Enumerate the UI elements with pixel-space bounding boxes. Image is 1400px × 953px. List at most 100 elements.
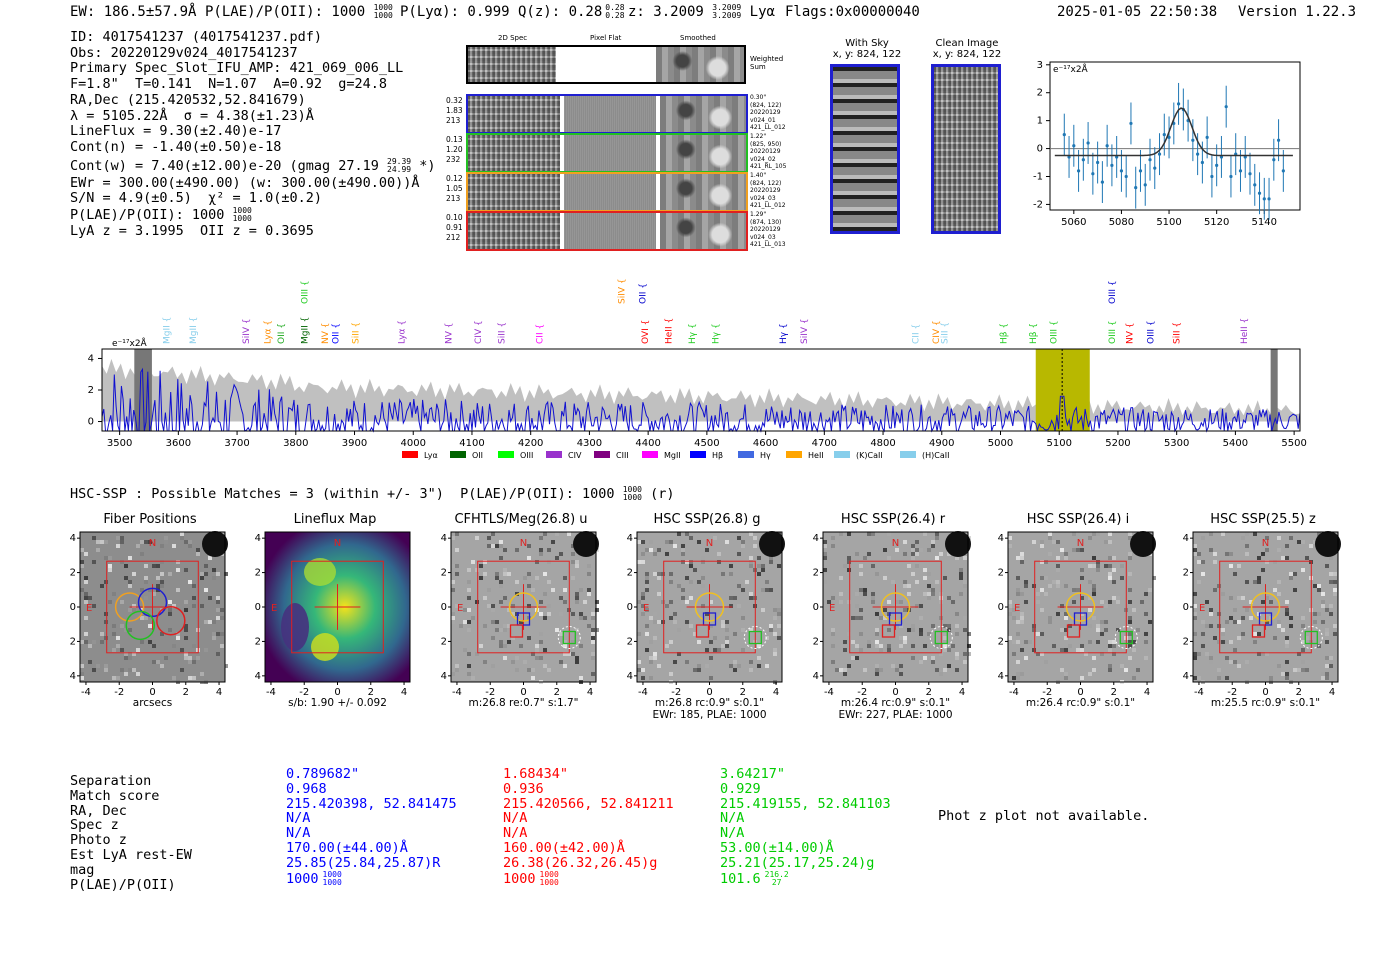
panel-xtick-label: -4	[1009, 687, 1019, 698]
cutout-pixel	[1325, 664, 1329, 668]
fiber-2d-spec	[468, 213, 560, 249]
cutout-pixel	[1128, 556, 1132, 560]
cutout-pixel	[216, 600, 220, 604]
cutout-pixel	[657, 548, 661, 552]
cutout-pixel	[116, 536, 120, 540]
cutout-pixel	[1193, 656, 1197, 660]
cutout-pixel	[515, 668, 519, 672]
cutout-pixel	[80, 672, 84, 676]
cutout-pixel	[737, 584, 741, 588]
match-column: 3.64217" 0.929 215.419155, 52.841103 N/A N/A…	[720, 767, 891, 891]
cutout-pixel	[1064, 676, 1068, 680]
east-label: E	[829, 603, 835, 614]
cutout-pixel	[1201, 560, 1205, 564]
cutout-pixel	[931, 544, 935, 548]
cutout-pixel	[100, 632, 104, 636]
cutout-pixel	[1229, 660, 1233, 664]
cutout-pixel	[1104, 620, 1108, 624]
panel-xtick-label: -4	[266, 687, 276, 698]
cutout-pixel	[156, 660, 160, 664]
east-label: E	[457, 603, 463, 614]
cutout-pixel	[200, 576, 204, 580]
cutout-pixel	[1120, 564, 1124, 568]
panel-title: HSC SSP(26.4) r	[840, 512, 946, 527]
cutout-pixel	[749, 560, 753, 564]
cutout-pixel	[491, 664, 495, 668]
cutout-pixel	[140, 552, 144, 556]
fit-point	[1157, 152, 1162, 156]
cutout-pixel	[749, 532, 753, 536]
cutout-pixel	[823, 556, 827, 560]
legend-swatch	[498, 451, 514, 458]
clean-image	[931, 64, 1001, 234]
fit-point	[1215, 163, 1219, 167]
cutout-pixel	[527, 604, 531, 608]
cutout-pixel	[1100, 600, 1104, 604]
emission-line-label: OVI {	[641, 320, 651, 344]
cutout-pixel	[172, 644, 176, 648]
fiber-stat: 232	[446, 155, 461, 164]
cutout-pixel	[927, 572, 931, 576]
cutout-pixel	[879, 644, 883, 648]
fiber-2d-spec	[468, 135, 560, 171]
cutout-pixel	[112, 676, 116, 680]
cutout-pixel	[539, 632, 543, 636]
fit-point	[1105, 144, 1109, 148]
cutout-pixel	[1277, 620, 1281, 624]
cutout-pixel	[1301, 616, 1305, 620]
cutout-pixel	[757, 556, 761, 560]
cutout-pixel	[128, 608, 132, 612]
cutout-pixel	[725, 640, 729, 644]
cutout-pixel	[543, 664, 547, 668]
cutout-pixel	[579, 644, 583, 648]
cutout-pixel	[1321, 604, 1325, 608]
cutout-pixel	[455, 664, 459, 668]
cutout-pixel	[475, 568, 479, 572]
cutout-pixel	[1064, 628, 1068, 632]
cutout-pixel	[765, 580, 769, 584]
cutout-pixel	[855, 656, 859, 660]
cutout-pixel	[587, 624, 591, 628]
cutout-pixel	[1128, 536, 1132, 540]
cutout-pixel	[773, 616, 777, 620]
cutout-pixel	[769, 560, 773, 564]
cutout-pixel	[523, 616, 527, 620]
cutout-pixel	[887, 556, 891, 560]
cutout-pixel	[697, 540, 701, 544]
cutout-pixel	[120, 648, 124, 652]
catalog-circle	[743, 626, 767, 650]
cutout-pixel	[84, 576, 88, 580]
cutout-pixel	[200, 604, 204, 608]
cutout-pixel	[831, 632, 835, 636]
cutout-pixel	[907, 628, 911, 632]
cutout-pixel	[931, 660, 935, 664]
cutout-pixel	[1205, 652, 1209, 656]
match-plae-sub: 1000	[322, 877, 342, 887]
panel-xtick-label: -4	[452, 687, 462, 698]
cutout-pixel	[1265, 596, 1269, 600]
cutout-pixel	[491, 544, 495, 548]
cutout-pixel	[827, 656, 831, 660]
cutout-pixel	[943, 576, 947, 580]
cutout-pixel	[967, 652, 971, 656]
fit-point	[1081, 158, 1085, 162]
cutout-pixel	[196, 552, 200, 556]
cutout-pixel	[1116, 600, 1120, 604]
cutout-pixel	[1064, 584, 1068, 588]
header-qz: Q(z): 0.28 0.28 0.28	[518, 3, 625, 21]
cutout-pixel	[761, 588, 765, 592]
cutout-pixel	[112, 592, 116, 596]
cutout-pixel	[661, 620, 665, 624]
cutout-pixel	[483, 624, 487, 628]
cutout-pixel	[907, 592, 911, 596]
cutout-pixel	[1096, 624, 1100, 628]
cutout-pixel	[1273, 636, 1277, 640]
cutout-pixel	[1325, 628, 1329, 632]
cutout-pixel	[539, 552, 543, 556]
cutout-pixel	[665, 552, 669, 556]
panel-xtick-label: 4	[1329, 687, 1335, 698]
cutout-pixel	[563, 588, 567, 592]
cutout-pixel	[1080, 676, 1084, 680]
